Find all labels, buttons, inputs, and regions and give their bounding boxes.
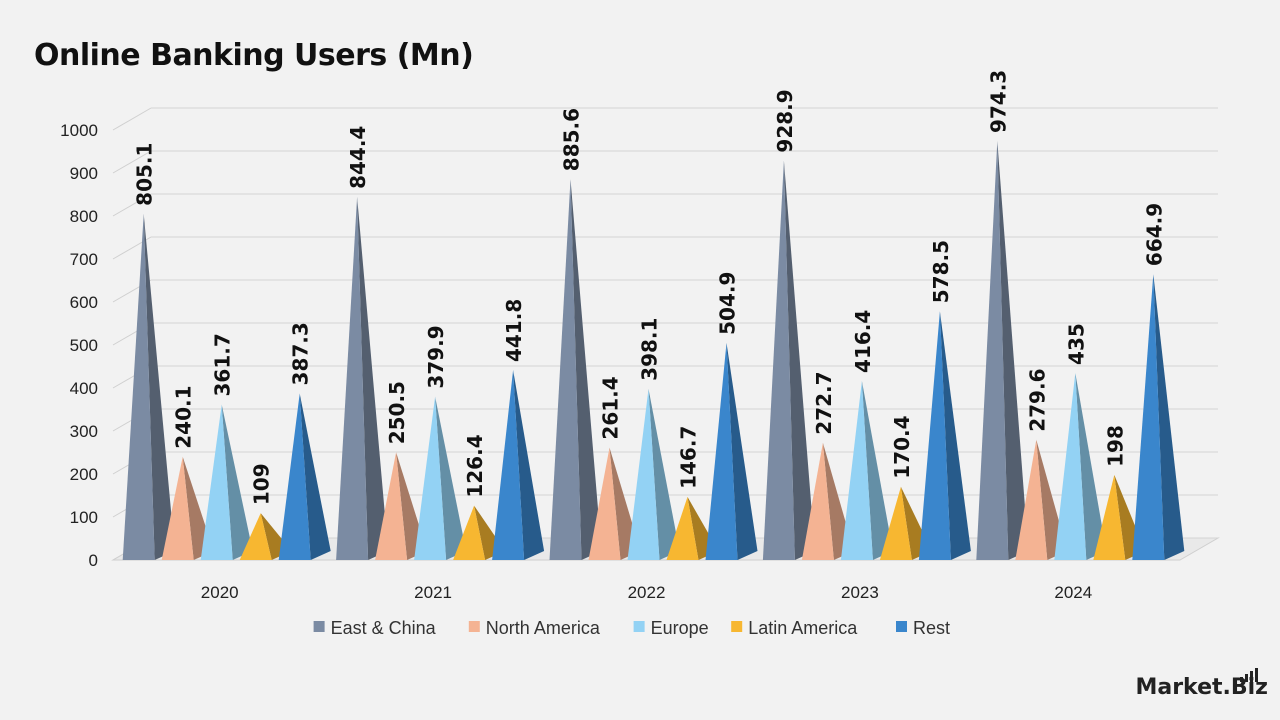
cone-side — [783, 160, 815, 560]
brand-logo: Market.Biz — [1135, 668, 1268, 700]
y-tick-label: 1000 — [60, 121, 98, 140]
cone-side — [435, 396, 467, 560]
legend-label: Latin America — [748, 618, 858, 638]
x-tick-label: 2022 — [628, 583, 666, 602]
cone-bar — [918, 311, 951, 560]
legend-swatch — [633, 621, 645, 632]
data-label: 261.4 — [599, 376, 623, 439]
y-tick-label: 900 — [70, 164, 98, 183]
data-label: 240.1 — [172, 385, 196, 448]
y-tick-label: 500 — [70, 336, 98, 355]
data-label: 974.3 — [986, 70, 1010, 133]
cone-bar — [762, 160, 795, 560]
x-tick-label: 2021 — [414, 583, 452, 602]
cone-side — [648, 388, 680, 560]
data-label: 146.7 — [677, 426, 701, 489]
x-tick-label: 2023 — [841, 583, 879, 602]
legend-label: North America — [486, 618, 601, 638]
cone-bar — [492, 370, 525, 560]
cone-bar — [1132, 274, 1165, 560]
cone-bar — [879, 486, 912, 560]
cone-side — [1153, 274, 1185, 560]
cone-bar — [1054, 372, 1087, 560]
cone-bar — [666, 496, 699, 560]
data-label: 504.9 — [716, 272, 740, 335]
cone-bar — [1015, 439, 1048, 560]
gridline-depth — [112, 193, 152, 217]
data-label: 805.1 — [133, 143, 157, 206]
y-tick-label: 200 — [70, 465, 98, 484]
cone-bar — [239, 513, 272, 560]
legend-label: East & China — [331, 618, 437, 638]
cone-bar — [375, 452, 408, 560]
chart-title: Online Banking Users (Mn) — [34, 38, 474, 73]
cone-bar — [200, 404, 233, 560]
cone-side — [299, 393, 331, 560]
legend-swatch — [468, 621, 480, 632]
cone-bar — [705, 342, 738, 560]
cone-side — [143, 213, 175, 560]
data-label: 250.5 — [385, 381, 409, 444]
y-tick-label: 800 — [70, 207, 98, 226]
cone-bar — [1093, 474, 1126, 560]
legend-label: Europe — [651, 618, 709, 638]
y-tick-label: 600 — [70, 293, 98, 312]
legend-label: Rest — [913, 618, 950, 638]
y-tick-label: 0 — [89, 551, 98, 570]
data-label: 170.4 — [890, 415, 914, 478]
cone-bar — [627, 388, 660, 560]
data-label: 435 — [1064, 323, 1088, 365]
cone-bar — [336, 196, 369, 560]
data-label: 844.4 — [346, 126, 370, 189]
cone-bar — [122, 213, 155, 560]
cone-side — [997, 141, 1029, 560]
cone-side — [513, 370, 545, 560]
gridline-depth — [112, 150, 152, 174]
data-label: 279.6 — [1025, 369, 1049, 432]
data-label: 416.4 — [851, 310, 875, 373]
legend-swatch — [731, 621, 743, 632]
cone-side — [939, 311, 971, 560]
cone-bar — [161, 456, 194, 560]
legend-swatch — [313, 621, 325, 632]
cone-side — [1075, 372, 1107, 560]
cone-bar — [801, 442, 834, 560]
data-label: 441.8 — [502, 299, 526, 362]
data-label: 109 — [250, 463, 274, 505]
data-label: 379.9 — [424, 325, 448, 388]
cone-bar — [588, 447, 621, 560]
y-tick-label: 700 — [70, 250, 98, 269]
cone-bar — [278, 393, 311, 560]
cone-bar — [976, 141, 1009, 560]
cone-side — [861, 380, 893, 560]
cone-side — [357, 196, 389, 560]
cone-bar — [414, 396, 447, 560]
y-tick-label: 100 — [70, 508, 98, 527]
data-label: 198 — [1103, 425, 1127, 467]
y-tick-label: 300 — [70, 422, 98, 441]
cone-side — [221, 404, 253, 560]
legend-swatch — [896, 621, 907, 632]
data-label: 272.7 — [812, 371, 836, 434]
cone-side — [726, 342, 758, 560]
data-label: 126.4 — [463, 434, 487, 497]
y-tick-label: 400 — [70, 379, 98, 398]
data-label: 398.1 — [638, 318, 662, 381]
data-label: 361.7 — [211, 333, 235, 396]
data-label: 578.5 — [929, 240, 953, 303]
data-label: 664.9 — [1142, 203, 1166, 266]
gridline-depth — [112, 107, 152, 131]
cone-bar — [453, 505, 486, 560]
cone-bar — [549, 179, 582, 560]
cone-side — [570, 179, 602, 560]
brand-logo-bars-icon — [1238, 668, 1258, 682]
data-label: 885.6 — [560, 108, 584, 171]
cone-bar — [840, 380, 873, 560]
x-tick-label: 2024 — [1054, 583, 1092, 602]
data-label: 928.9 — [773, 89, 797, 152]
data-label: 387.3 — [289, 322, 313, 385]
x-tick-label: 2020 — [201, 583, 239, 602]
